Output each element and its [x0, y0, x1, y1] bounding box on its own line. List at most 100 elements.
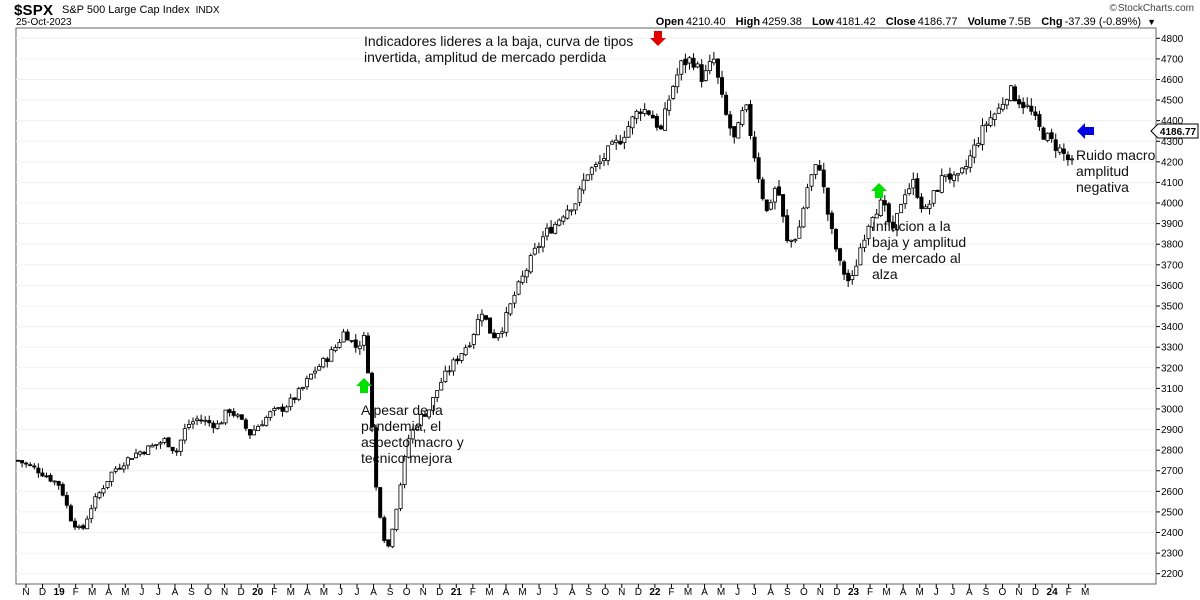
volume-label: Volume	[967, 16, 1007, 28]
candle-body	[500, 331, 505, 334]
candle-body	[435, 390, 440, 398]
candle-body	[947, 173, 952, 180]
annotation-arrows	[356, 31, 1094, 393]
y-tick-label: 3800	[1161, 240, 1184, 251]
candle-body	[479, 313, 484, 322]
candle-body	[943, 174, 948, 178]
y-tick-label: 2300	[1161, 549, 1184, 560]
x-tick-label: 24	[1047, 587, 1059, 598]
candle-body	[150, 444, 155, 448]
candle-body	[463, 347, 468, 356]
candle-body	[829, 212, 834, 229]
x-tick-label: 20	[252, 587, 264, 598]
x-tick-label: F	[73, 587, 79, 598]
candle-body	[858, 247, 863, 266]
candle-body	[247, 429, 252, 436]
candle-body	[199, 419, 204, 422]
y-tick-label: 2900	[1161, 425, 1184, 436]
candle-body	[789, 239, 794, 242]
candle-body	[797, 226, 802, 239]
candle-body	[85, 518, 90, 530]
annotation-pandemic: A pesar de la pandemia, el aspecto macro…	[361, 402, 464, 466]
candle-body	[622, 136, 627, 144]
candle-body	[288, 397, 293, 408]
candle-body	[227, 409, 232, 413]
candle-body	[345, 331, 350, 341]
candle-body	[895, 213, 900, 230]
x-tick-label: 21	[451, 587, 463, 598]
candle-body	[634, 110, 639, 120]
high-value: 4259.38	[762, 16, 802, 28]
candle-body	[667, 99, 672, 111]
candle-body	[744, 104, 749, 111]
annotation-inflation: Inflacion a la baja y amplitud de mercad…	[872, 218, 966, 282]
candle-body	[890, 221, 895, 229]
candle-body	[313, 370, 318, 374]
candle-body	[239, 414, 244, 420]
candle-body	[309, 373, 314, 380]
candle-body	[540, 236, 545, 248]
y-tick-label: 4100	[1161, 178, 1184, 189]
x-tick-label: M	[684, 587, 692, 598]
candle-body	[630, 116, 635, 129]
candle-body	[585, 174, 590, 181]
candle-body	[256, 426, 261, 432]
grid-layer	[16, 37, 1156, 575]
x-tick-label: M	[1081, 587, 1089, 598]
candle-body	[203, 419, 208, 422]
candle-body	[549, 226, 554, 234]
y-tick-label: 3000	[1161, 404, 1184, 415]
y-tick-label: 4200	[1161, 157, 1184, 168]
candle-body	[846, 272, 851, 282]
candle-body	[402, 456, 407, 485]
annotation-line: tecnico mejora	[361, 450, 453, 466]
candle-body	[638, 111, 643, 114]
candle-body	[121, 465, 126, 470]
candle-body	[215, 423, 220, 430]
x-tick-label: S	[188, 587, 195, 598]
candle-body	[801, 207, 806, 228]
x-tick-label: A	[105, 587, 112, 598]
x-tick-label: S	[387, 587, 394, 598]
candle-body	[459, 353, 464, 361]
x-tick-label: A	[569, 587, 576, 598]
open-value: 4210.40	[685, 16, 726, 28]
candle-body	[935, 189, 940, 192]
y-tick-label: 3700	[1161, 260, 1184, 271]
chart-header: $SPX S&P 500 Large Cap Index INDX 25-Oct-…	[0, 0, 1200, 28]
candle-body	[919, 196, 924, 209]
candle-body	[793, 239, 798, 242]
x-tick-label: J	[553, 587, 558, 598]
dropdown-caret-icon[interactable]: ▼	[1147, 17, 1156, 27]
candle-body	[195, 418, 200, 421]
candle-body	[129, 458, 134, 460]
candle-body	[776, 186, 781, 196]
ohlc-readout: Open 4210.40 High 4259.38 Low 4181.42 Close…	[649, 16, 1156, 28]
candle-body	[545, 227, 550, 237]
candle-body	[190, 421, 195, 425]
high-label: High	[735, 16, 761, 28]
annotation-top: Indicadores lideres a la baja, curva de …	[364, 33, 633, 65]
candle-body	[821, 169, 826, 188]
candle-body	[589, 167, 594, 175]
candle-body	[1053, 139, 1058, 151]
candle-body	[1033, 111, 1038, 116]
candle-body	[398, 484, 403, 509]
candle-body	[81, 525, 86, 529]
candle-body	[1013, 86, 1018, 102]
candle-body	[40, 472, 45, 477]
candle-body	[280, 406, 285, 412]
candle-body	[581, 179, 586, 191]
description-text: S&P 500 Large Cap Index	[62, 4, 190, 16]
candle-body	[186, 424, 191, 428]
candle-body	[292, 397, 297, 400]
candle-body	[329, 349, 334, 362]
candle-body	[654, 116, 659, 128]
candle-body	[602, 158, 607, 162]
candle-body	[679, 60, 684, 75]
volume-value: 7.5B	[1008, 16, 1032, 28]
annotation-macro-noise: Ruido macro amplitud negativa	[1076, 147, 1155, 195]
x-tick-label: O	[800, 587, 808, 598]
annotation-line: baja y amplitud	[872, 234, 967, 250]
candle-body	[825, 187, 830, 215]
